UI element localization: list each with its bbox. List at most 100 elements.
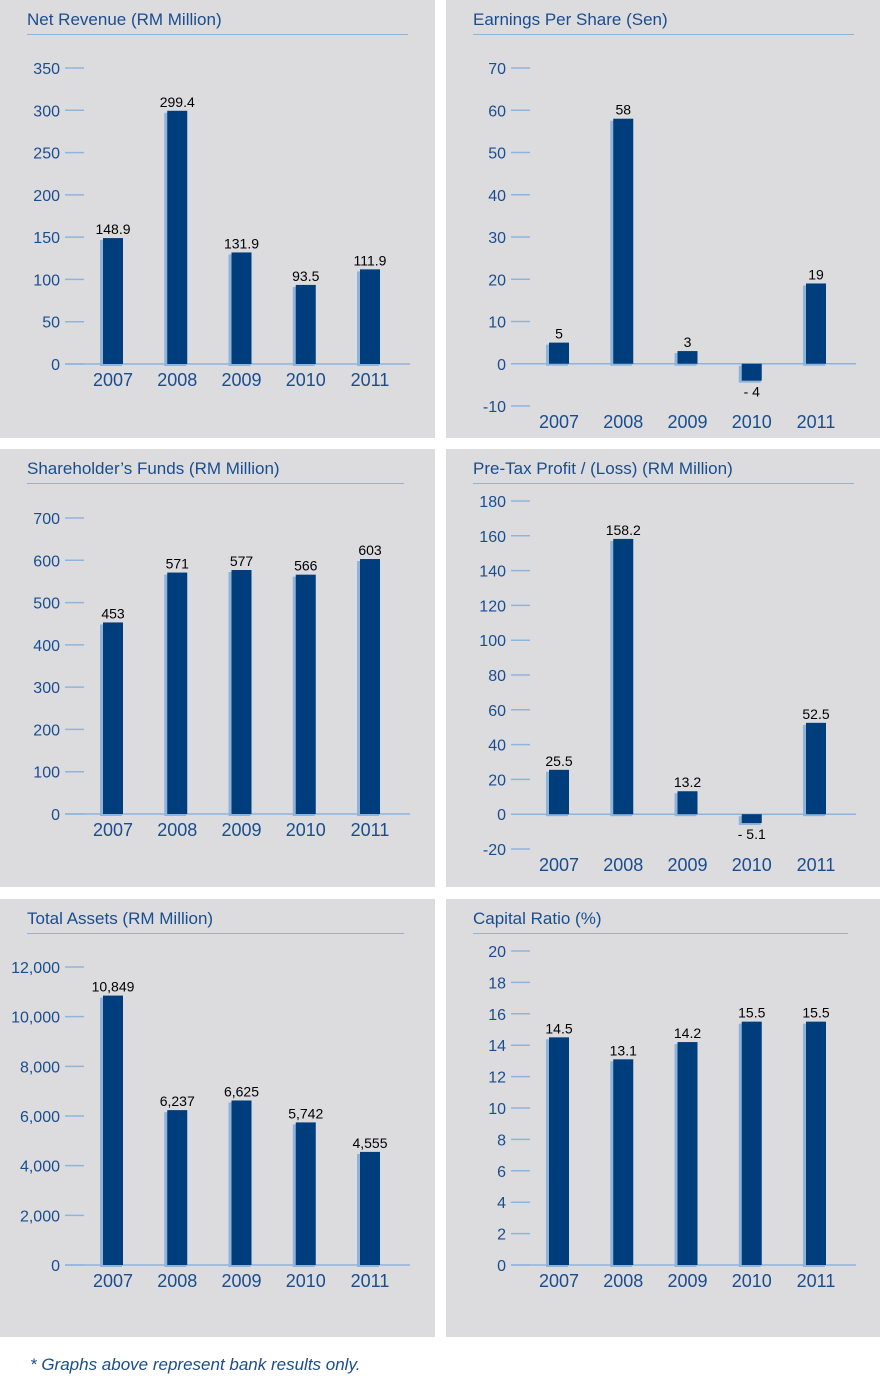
y-tick-label: 60 xyxy=(488,703,506,720)
x-tick-label: 2011 xyxy=(797,412,836,432)
x-tick-label: 2010 xyxy=(286,820,326,840)
data-label: 10,849 xyxy=(92,979,135,995)
x-tick-label: 2009 xyxy=(221,1271,261,1291)
chart-panel: Total Assets (RM Million) 0 2,000 4,000 6,00… xyxy=(0,899,435,1337)
chart-svg: -10 0 10 20 30 40 50 60 70 5 2007 58 2008 3 2009 - 4 201… xyxy=(473,34,856,432)
y-tick-label: 30 xyxy=(488,230,506,247)
y-tick-label: 40 xyxy=(488,188,506,205)
x-tick-label: 2008 xyxy=(157,820,197,840)
y-tick-label: 0 xyxy=(497,357,506,374)
bar xyxy=(360,559,380,814)
x-tick-label: 2010 xyxy=(732,855,772,875)
x-tick-label: 2009 xyxy=(221,370,261,390)
data-label: 148.9 xyxy=(95,221,130,237)
chart-panel: Net Revenue (RM Million) 0 50 100 150 200 250 3… xyxy=(0,0,435,438)
y-tick-label: 100 xyxy=(33,765,60,782)
y-tick-label: 0 xyxy=(51,1258,60,1275)
chart-panel: Capital Ratio (%) 0 2 4 6 8 10 12 14 16 18 20 14.5 20… xyxy=(446,899,880,1337)
y-tick-label: 6 xyxy=(497,1164,506,1181)
y-tick-label: 6,000 xyxy=(20,1109,60,1126)
chart-title: Capital Ratio (%) xyxy=(473,909,602,928)
data-label: 14.5 xyxy=(545,1020,572,1036)
bar xyxy=(103,995,123,1265)
y-tick-label: 18 xyxy=(488,975,506,992)
y-tick-label: 350 xyxy=(33,61,60,78)
bar xyxy=(231,570,252,814)
chart-svg: -20 0 20 40 60 80 100 120 140 160 180 25.5 2007 158.2… xyxy=(473,483,856,875)
bar xyxy=(741,363,762,381)
x-tick-label: 2007 xyxy=(539,1271,579,1291)
bar xyxy=(103,622,123,814)
x-tick-label: 2008 xyxy=(157,370,197,390)
y-tick-label: 10,000 xyxy=(11,1010,60,1027)
bar xyxy=(677,351,698,364)
x-tick-label: 2007 xyxy=(539,412,579,432)
data-label: 577 xyxy=(230,553,254,569)
bar xyxy=(741,1021,762,1265)
x-tick-label: 2007 xyxy=(539,855,579,875)
chart-title: Earnings Per Share (Sen) xyxy=(473,10,668,29)
data-label: 299.4 xyxy=(160,94,195,110)
bar xyxy=(613,118,634,364)
bar xyxy=(549,1037,569,1265)
data-label: 15.5 xyxy=(738,1005,765,1021)
y-tick-label: 50 xyxy=(488,146,506,163)
bar xyxy=(167,572,188,814)
y-tick-label: -10 xyxy=(483,399,506,416)
data-label: 4,555 xyxy=(352,1135,387,1151)
y-tick-label: 2,000 xyxy=(20,1208,60,1225)
y-tick-label: 10 xyxy=(488,1101,506,1118)
x-tick-label: 2007 xyxy=(93,370,133,390)
bar xyxy=(677,1042,698,1265)
bar xyxy=(613,1059,634,1265)
chart-svg: 0 2 4 6 8 10 12 14 16 18 20 14.5 2007 13.1 2008 14.2 200… xyxy=(473,933,856,1291)
data-label: 5,742 xyxy=(288,1105,323,1121)
x-tick-label: 2011 xyxy=(351,820,390,840)
x-tick-label: 2011 xyxy=(797,1271,836,1291)
chart-svg: 0 50 100 150 200 250 300 350 148.9 2007 299.4 2008 1… xyxy=(27,34,410,390)
data-label: 603 xyxy=(358,542,382,558)
bar xyxy=(167,110,188,364)
x-tick-label: 2007 xyxy=(93,820,133,840)
data-label: 58 xyxy=(615,102,631,118)
data-label: 52.5 xyxy=(802,706,829,722)
bar xyxy=(806,722,826,815)
y-tick-label: 250 xyxy=(33,146,60,163)
data-label: 15.5 xyxy=(802,1005,829,1021)
bar xyxy=(549,769,569,815)
data-label: - 5.1 xyxy=(738,826,766,842)
data-label: 3 xyxy=(684,334,692,350)
y-tick-label: 600 xyxy=(33,553,60,570)
data-label: 158.2 xyxy=(606,522,641,538)
data-label: 13.1 xyxy=(610,1042,637,1058)
bar xyxy=(806,1021,826,1265)
chart-panel: Earnings Per Share (Sen) -10 0 10 20 30 40 50 60… xyxy=(446,0,880,438)
x-tick-label: 2009 xyxy=(667,855,707,875)
bar xyxy=(103,238,123,364)
chart-svg: 0 2,000 4,000 6,000 8,000 10,000 12,000 10,849 2… xyxy=(11,933,410,1291)
y-tick-label: 14 xyxy=(488,1038,506,1055)
data-label: 131.9 xyxy=(224,235,259,251)
bar xyxy=(167,1110,188,1265)
y-tick-label: 700 xyxy=(33,511,60,528)
y-tick-label: 200 xyxy=(33,722,60,739)
bar xyxy=(677,791,698,815)
x-tick-label: 2010 xyxy=(732,1271,772,1291)
data-label: 93.5 xyxy=(292,268,319,284)
y-tick-label: 2 xyxy=(497,1227,506,1244)
y-tick-label: 80 xyxy=(488,668,506,685)
x-tick-label: 2009 xyxy=(667,1271,707,1291)
y-tick-label: 60 xyxy=(488,103,506,120)
x-tick-label: 2007 xyxy=(93,1271,133,1291)
y-tick-label: 8,000 xyxy=(20,1059,60,1076)
chart-title: Shareholder’s Funds (RM Million) xyxy=(27,459,280,478)
y-tick-label: 180 xyxy=(479,494,506,511)
x-tick-label: 2010 xyxy=(732,412,772,432)
y-tick-label: 40 xyxy=(488,738,506,755)
y-tick-label: 500 xyxy=(33,596,60,613)
y-tick-label: 160 xyxy=(479,529,506,546)
chart-panel: Pre-Tax Profit / (Loss) (RM Million) -20 0… xyxy=(446,449,880,887)
bar xyxy=(613,538,634,815)
y-tick-label: 0 xyxy=(51,357,60,374)
y-tick-label: 400 xyxy=(33,638,60,655)
